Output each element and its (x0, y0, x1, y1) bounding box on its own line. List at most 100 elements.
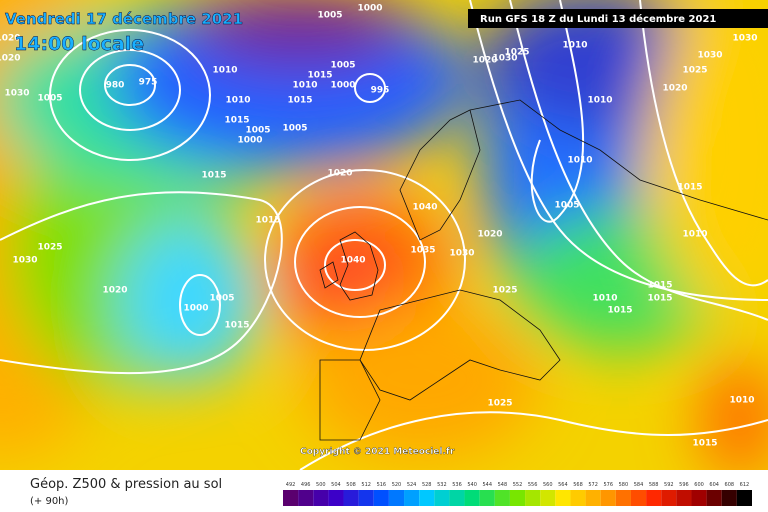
legend-swatch (479, 490, 495, 506)
legend-label: 568 (573, 482, 583, 488)
legend-swatch (388, 490, 405, 506)
legend-label: 544 (482, 482, 492, 488)
legend-label: 580 (619, 482, 629, 488)
legend-swatch (449, 490, 465, 506)
legend-label: 592 (664, 482, 674, 488)
isobar-label: 980 (106, 81, 125, 91)
isobar-label: 1000 (357, 4, 382, 14)
isobar-label: 1015 (224, 116, 249, 126)
isobar-label: 1015 (677, 183, 702, 193)
isobar-label: 975 (139, 78, 158, 88)
isobars (0, 0, 768, 375)
isobar-label: 1015 (255, 216, 280, 226)
isobar-label: 1020 (327, 169, 352, 179)
isobar-label: 1040 (412, 203, 437, 213)
legend-label: 504 (331, 482, 341, 488)
legend-swatch (615, 490, 631, 506)
legend-label: 588 (649, 482, 659, 488)
legend-label: 608 (725, 482, 735, 488)
legend-swatch (691, 490, 707, 506)
isobar-label: 1020 (477, 230, 502, 240)
isobar-label: 1010 (587, 96, 612, 106)
legend-label: 516 (377, 482, 387, 488)
isobar-label: 1005 (317, 11, 342, 21)
isobar-label: 1015 (607, 306, 632, 316)
legend-swatch (646, 490, 662, 506)
isobar-label: 1005 (554, 201, 579, 211)
isobar-label: 1010 (682, 230, 707, 240)
legend-swatch (464, 490, 480, 506)
legend-swatch (494, 490, 510, 506)
legend-label: 532 (437, 482, 447, 488)
legend-label: 600 (694, 482, 704, 488)
isobar-label: 1010 (729, 396, 754, 406)
isobar-label: 995 (371, 86, 390, 96)
legend-swatch (600, 490, 616, 506)
isobar-label: 1030 (12, 256, 37, 266)
isobar-label: 1030 (492, 54, 517, 64)
legend-label: 512 (361, 482, 371, 488)
legend-label: 508 (346, 482, 356, 488)
isobar-label: 1010 (292, 81, 317, 91)
isobar-label: 1005 (37, 94, 62, 104)
isobar-label: 1010 (567, 156, 592, 166)
isobar-label: 1005 (245, 126, 270, 136)
isobar-label: 1005 (282, 124, 307, 134)
isobar-label: 1040 (340, 256, 365, 266)
legend-swatch (419, 490, 435, 506)
isobar-label: 1015 (692, 439, 717, 449)
legend-label: 524 (407, 482, 417, 488)
legend-label: 556 (528, 482, 538, 488)
isobar-label: 1015 (224, 321, 249, 331)
isobar-label: 1030 (697, 51, 722, 61)
isobar-label: 1025 (37, 243, 62, 253)
isobar-label: 1030 (4, 89, 29, 99)
legend-swatch (313, 490, 329, 506)
legend-swatch (661, 490, 677, 506)
legend: 492 496 500 504 508 512 516 520 524 528 532 536 540 5… (283, 482, 752, 506)
legend-label: 520 (392, 482, 402, 488)
isobar-label: 1015 (307, 71, 332, 81)
field (0, 0, 768, 480)
legend-label: 500 (316, 482, 326, 488)
isobar-label: 1025 (492, 286, 517, 296)
legend-label: 548 (498, 482, 508, 488)
isobar-label: 1025 (504, 48, 529, 58)
legend-swatch (630, 490, 647, 506)
isobar-label: 1030 (449, 249, 474, 259)
legend-label: 584 (634, 482, 644, 488)
isobar-label: 1000 (330, 81, 355, 91)
legend-label: 564 (558, 482, 568, 488)
isobar-label: 1035 (410, 246, 435, 256)
legend-label: 596 (679, 482, 689, 488)
run-box (468, 9, 768, 28)
legend-swatch (555, 490, 571, 506)
copyright: Copyright © 2021 Meteociel.fr (300, 447, 455, 457)
legend-swatch (298, 490, 314, 506)
isobar-label: 1015 (647, 281, 672, 291)
legend-label: 540 (467, 482, 477, 488)
isobar-label: 1015 (201, 171, 226, 181)
date: Vendredi 17 décembre 2021 (5, 10, 243, 28)
legend-swatch (525, 490, 541, 506)
legend-swatch (434, 490, 450, 506)
legend-swatch (373, 490, 389, 506)
legend-swatch (585, 490, 601, 506)
isobar-label: 1025 (487, 399, 512, 409)
isobar-label: 1010 (562, 41, 587, 51)
isobar-label: 1015 (647, 294, 672, 304)
isobar-label: 1030 (732, 34, 757, 44)
isobar-label: 1020 (102, 286, 127, 296)
coastlines (319, 99, 768, 441)
legend-swatch (736, 490, 752, 506)
legend-label: 536 (452, 482, 462, 488)
footer-lead: (+ 90h) (30, 496, 69, 507)
legend-swatch (570, 490, 586, 506)
isobar-label: 1020 (0, 54, 21, 64)
legend-label: 552 (513, 482, 523, 488)
isobar-label: 1010 (212, 66, 237, 76)
isobar-label: 1025 (682, 66, 707, 76)
